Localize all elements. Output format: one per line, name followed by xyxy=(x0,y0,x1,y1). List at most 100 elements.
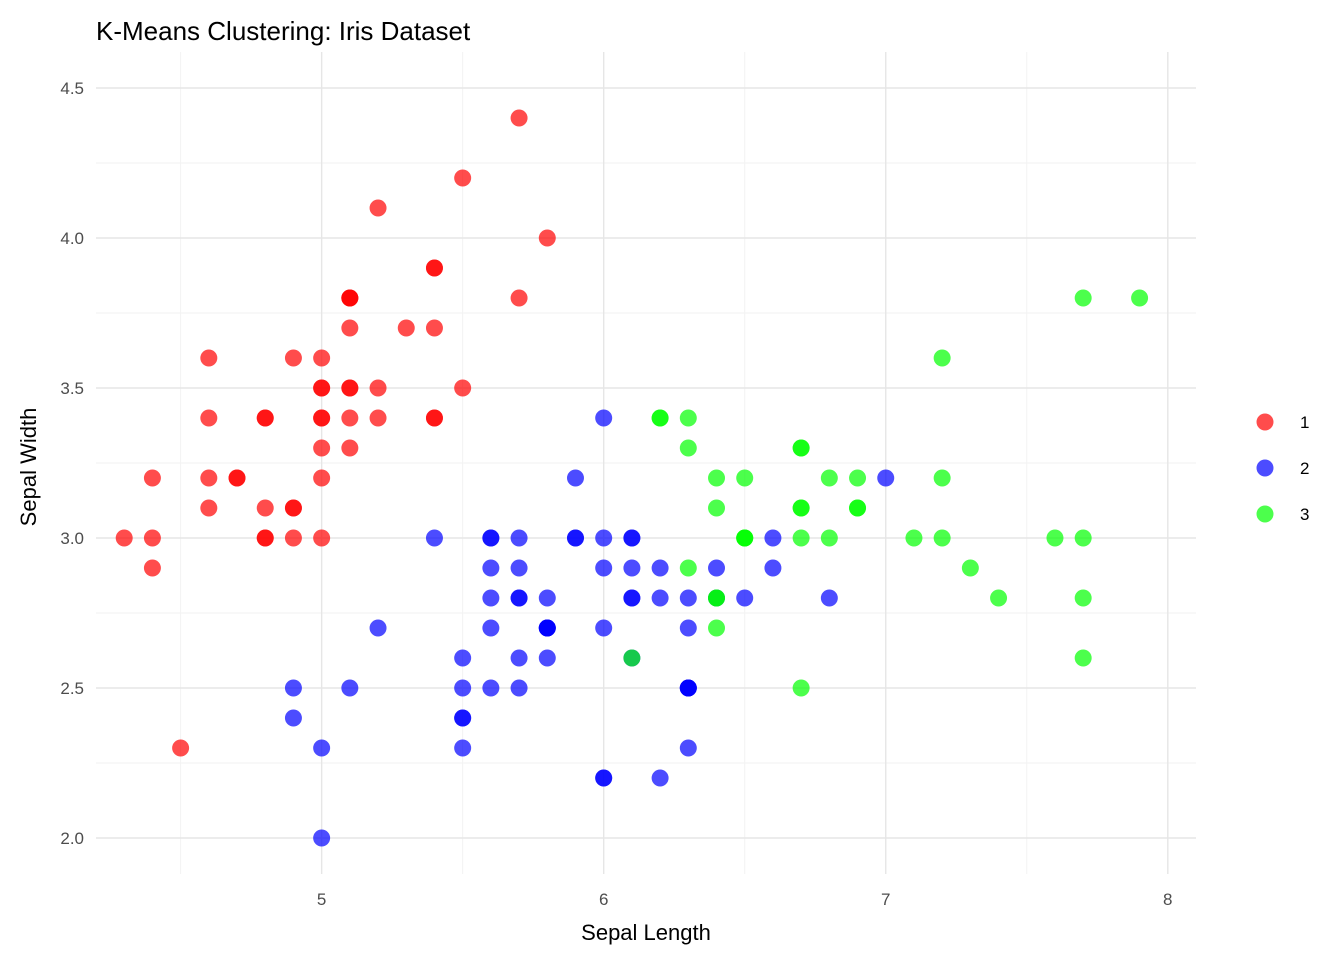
data-point-cluster-1 xyxy=(200,349,218,367)
y-tick-label: 4.5 xyxy=(60,79,84,98)
data-point-cluster-1 xyxy=(143,529,161,547)
data-point-cluster-2 xyxy=(510,559,528,577)
data-point-cluster-1 xyxy=(425,319,443,337)
data-point-cluster-1 xyxy=(397,319,415,337)
data-point-cluster-2 xyxy=(651,769,669,787)
data-point-cluster-1 xyxy=(454,169,472,187)
data-point-cluster-2 xyxy=(538,649,556,667)
data-point-cluster-2 xyxy=(284,679,302,697)
data-point-cluster-2 xyxy=(454,649,472,667)
data-point-cluster-2 xyxy=(510,679,528,697)
data-point-cluster-2 xyxy=(764,529,782,547)
x-tick-label: 8 xyxy=(1163,890,1172,909)
data-point-cluster-1 xyxy=(143,469,161,487)
data-point-cluster-1 xyxy=(341,439,359,457)
data-point-cluster-3 xyxy=(679,559,697,577)
data-point-cluster-2 xyxy=(510,529,528,547)
legend-key-1 xyxy=(1256,413,1274,431)
legend-label-2: 2 xyxy=(1300,459,1309,478)
data-point-cluster-1 xyxy=(200,499,218,517)
data-point-cluster-2 xyxy=(595,529,613,547)
data-point-cluster-2 xyxy=(595,769,613,787)
legend-key-2 xyxy=(1256,459,1274,477)
data-point-cluster-1 xyxy=(313,529,331,547)
data-point-cluster-3 xyxy=(792,439,810,457)
data-point-cluster-2 xyxy=(651,589,669,607)
data-point-cluster-2 xyxy=(313,829,331,847)
data-point-cluster-3 xyxy=(933,529,951,547)
y-tick-label: 3.0 xyxy=(60,529,84,548)
data-point-cluster-3 xyxy=(849,499,867,517)
data-point-cluster-2 xyxy=(369,619,387,637)
data-point-cluster-2 xyxy=(820,589,838,607)
data-point-cluster-1 xyxy=(313,439,331,457)
data-point-cluster-3 xyxy=(1074,529,1092,547)
data-point-cluster-2 xyxy=(510,649,528,667)
data-point-cluster-1 xyxy=(369,199,387,217)
data-points xyxy=(115,109,1149,847)
data-point-cluster-3 xyxy=(990,589,1008,607)
data-point-cluster-2 xyxy=(877,469,895,487)
data-point-cluster-1 xyxy=(425,409,443,427)
data-point-cluster-1 xyxy=(510,289,528,307)
data-point-cluster-2 xyxy=(623,529,641,547)
data-point-cluster-2 xyxy=(454,709,472,727)
data-point-cluster-1 xyxy=(284,499,302,517)
data-point-cluster-1 xyxy=(115,529,133,547)
data-point-cluster-1 xyxy=(425,259,443,277)
data-point-cluster-2 xyxy=(284,709,302,727)
tick-labels: 5 6 7 8 2.0 2.5 3.0 3.5 4.0 4.5 xyxy=(60,79,1172,909)
data-point-cluster-2 xyxy=(679,679,697,697)
data-point-cluster-1 xyxy=(172,739,190,757)
x-tick-label: 7 xyxy=(881,890,890,909)
data-point-cluster-2 xyxy=(736,589,754,607)
data-point-cluster-2 xyxy=(764,559,782,577)
data-point-cluster-3 xyxy=(1074,589,1092,607)
data-point-cluster-2 xyxy=(595,409,613,427)
data-point-cluster-3 xyxy=(708,589,726,607)
data-point-cluster-2 xyxy=(454,679,472,697)
data-point-cluster-3 xyxy=(933,469,951,487)
data-point-cluster-3 xyxy=(679,409,697,427)
data-point-cluster-1 xyxy=(200,469,218,487)
data-point-cluster-3 xyxy=(933,349,951,367)
data-point-cluster-3 xyxy=(792,529,810,547)
data-point-cluster-3 xyxy=(651,409,669,427)
y-tick-label: 4.0 xyxy=(60,229,84,248)
data-point-cluster-1 xyxy=(313,349,331,367)
data-point-cluster-2 xyxy=(538,619,556,637)
data-point-cluster-1 xyxy=(256,529,274,547)
data-point-cluster-3 xyxy=(679,439,697,457)
y-tick-label: 2.5 xyxy=(60,679,84,698)
data-point-cluster-2 xyxy=(679,589,697,607)
chart-title: K-Means Clustering: Iris Dataset xyxy=(96,16,471,46)
data-point-cluster-1 xyxy=(313,469,331,487)
data-point-cluster-3 xyxy=(708,619,726,637)
data-point-cluster-1 xyxy=(454,379,472,397)
data-point-cluster-3 xyxy=(961,559,979,577)
data-point-cluster-3 xyxy=(820,469,838,487)
x-tick-label: 5 xyxy=(317,890,326,909)
data-point-cluster-3 xyxy=(736,469,754,487)
data-point-cluster-2 xyxy=(510,589,528,607)
data-point-cluster-3 xyxy=(736,529,754,547)
data-point-cluster-2 xyxy=(566,469,584,487)
data-point-cluster-2 xyxy=(538,589,556,607)
data-point-cluster-3 xyxy=(1074,649,1092,667)
data-point-cluster-3 xyxy=(1074,289,1092,307)
y-axis-title: Sepal Width xyxy=(16,408,41,527)
data-point-cluster-2 xyxy=(482,529,500,547)
data-point-cluster-1 xyxy=(313,379,331,397)
data-point-cluster-3 xyxy=(1131,289,1149,307)
data-point-cluster-1 xyxy=(341,289,359,307)
data-point-cluster-2 xyxy=(482,589,500,607)
data-point-cluster-1 xyxy=(341,319,359,337)
data-point-cluster-1 xyxy=(510,109,528,127)
data-point-cluster-3 xyxy=(623,649,641,667)
y-tick-label: 2.0 xyxy=(60,829,84,848)
data-point-cluster-2 xyxy=(595,619,613,637)
data-point-cluster-1 xyxy=(369,409,387,427)
data-point-cluster-2 xyxy=(341,679,359,697)
data-point-cluster-2 xyxy=(679,739,697,757)
